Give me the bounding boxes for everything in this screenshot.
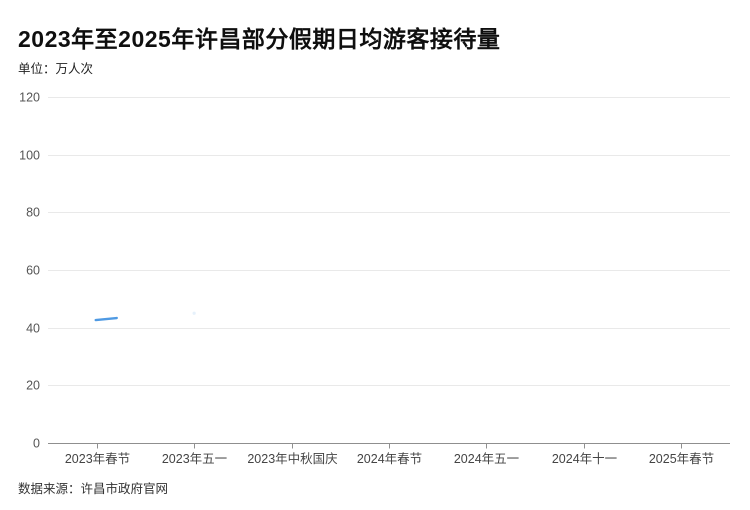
x-axis-tick-label: 2023年春节 xyxy=(65,452,130,466)
x-axis-tick-label: 2023年五一 xyxy=(162,452,227,466)
x-axis-tick-label: 2025年春节 xyxy=(649,452,714,466)
source-label: 数据来源：许昌市政府官网 xyxy=(18,482,169,496)
y-axis-tick-label: 40 xyxy=(26,322,40,336)
y-axis-tick-label: 100 xyxy=(19,149,40,163)
chart-title: 2023年至2025年许昌部分假期日均游客接待量 xyxy=(18,26,501,52)
x-axis-tick-label: 2023年中秋国庆 xyxy=(247,451,338,466)
x-axis-tick-label: 2024年春节 xyxy=(357,452,422,466)
x-axis-tick-label: 2024年十一 xyxy=(552,452,617,466)
y-axis-tick-label: 60 xyxy=(26,264,40,278)
y-axis-tick-label: 120 xyxy=(19,91,40,105)
data-line-segment xyxy=(94,316,118,322)
y-axis-tick-label: 20 xyxy=(26,379,40,393)
y-axis-tick-label: 0 xyxy=(33,437,40,451)
unit-label: 单位：万人次 xyxy=(18,62,94,76)
faint-data-point xyxy=(192,311,196,315)
y-axis-tick-label: 80 xyxy=(26,206,40,220)
x-axis-tick-label: 2024年五一 xyxy=(454,452,519,466)
